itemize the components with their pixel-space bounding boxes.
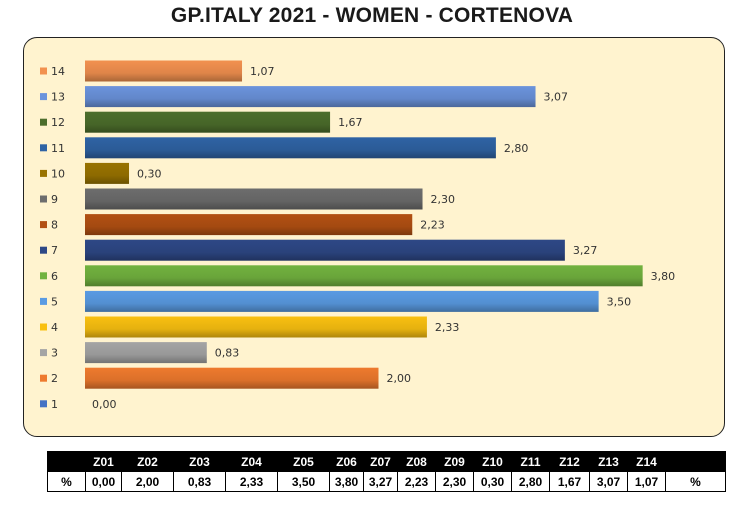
legend-label: 5 — [51, 295, 58, 308]
table-header-cell: Z07 — [363, 451, 398, 472]
table-header-cell: Z09 — [435, 451, 474, 472]
table-cell: 2,00 — [121, 471, 174, 492]
table-header-cell — [47, 451, 86, 472]
table-cell: 3,07 — [589, 471, 628, 492]
table-cell: 0,00 — [85, 471, 122, 492]
legend-marker — [40, 374, 47, 382]
table-cell: 2,33 — [225, 471, 278, 492]
table-header-cell: Z14 — [627, 451, 666, 472]
legend-label: 1 — [51, 398, 58, 411]
bar — [85, 162, 130, 184]
data-label: 0,83 — [215, 347, 240, 360]
data-label: 0,00 — [92, 398, 117, 411]
legend-marker — [40, 349, 47, 357]
table-header-cell — [665, 451, 726, 472]
legend-label: 11 — [51, 142, 65, 155]
bar — [85, 367, 379, 389]
bar — [85, 137, 496, 159]
table-header-cell: Z03 — [173, 451, 226, 472]
legend-marker — [40, 93, 47, 101]
bar — [85, 239, 565, 261]
bar — [85, 265, 643, 287]
table-header-cell: Z11 — [511, 451, 550, 472]
bar — [85, 290, 599, 312]
legend-label: 4 — [51, 321, 58, 334]
table-header-cell: Z13 — [589, 451, 628, 472]
table-header-cell: Z06 — [329, 451, 364, 472]
data-label: 2,80 — [504, 142, 529, 155]
data-label: 2,33 — [435, 321, 460, 334]
bar — [85, 188, 423, 210]
table-cell: % — [47, 471, 86, 492]
legend-marker — [40, 272, 47, 280]
data-label: 2,23 — [420, 219, 445, 232]
legend-label: 12 — [51, 116, 65, 129]
bar — [85, 60, 243, 82]
legend-marker — [40, 246, 47, 254]
chart-title: GP.ITALY 2021 - WOMEN - CORTENOVA — [170, 4, 574, 27]
table-header-cell: Z02 — [121, 451, 174, 472]
legend-marker — [40, 169, 47, 177]
data-label: 2,00 — [387, 372, 412, 385]
table-cell: 0,83 — [173, 471, 226, 492]
data-label: 3,27 — [573, 244, 598, 257]
legend-marker — [40, 195, 47, 203]
table-cell: 1,07 — [627, 471, 666, 492]
legend-label: 13 — [51, 91, 65, 104]
data-label: 3,50 — [607, 295, 632, 308]
data-label: 0,30 — [137, 167, 162, 180]
legend-label: 8 — [51, 219, 58, 232]
bar — [85, 86, 536, 108]
table-header-cell: Z12 — [549, 451, 590, 472]
table-header-cell: Z05 — [277, 451, 330, 472]
legend-label: 9 — [51, 193, 58, 206]
legend-label: 3 — [51, 347, 58, 360]
legend-label: 2 — [51, 372, 58, 385]
legend-label: 7 — [51, 244, 58, 257]
table-cell: 1,67 — [549, 471, 590, 492]
legend-marker — [40, 144, 47, 152]
legend-label: 14 — [51, 65, 65, 78]
legend-marker — [40, 118, 47, 126]
legend-label: 10 — [51, 167, 65, 180]
bar — [85, 111, 331, 133]
table-cell: % — [665, 471, 726, 492]
table-cell: 0,30 — [473, 471, 512, 492]
legend-marker — [40, 323, 47, 331]
legend-label: 6 — [51, 270, 58, 283]
legend-marker — [40, 67, 47, 75]
legend-marker — [40, 297, 47, 305]
legend-marker — [40, 221, 47, 229]
chart-panel: 14 1,07 13 3,07 12 1,67 11 2,80 10 0,30 9 2,30 8 2,23… — [23, 37, 725, 437]
data-label: 2,30 — [431, 193, 456, 206]
data-label: 3,80 — [651, 270, 676, 283]
table-cell: 2,23 — [397, 471, 436, 492]
table-header-row: Z01 Z02 Z03 Z04 Z05 Z06 Z07 Z08 Z09 Z10 … — [47, 451, 726, 472]
table-cell: 3,80 — [329, 471, 364, 492]
table-cell: 3,27 — [363, 471, 398, 492]
table-header-cell: Z01 — [85, 451, 122, 472]
bar — [85, 316, 427, 338]
table-cell: 3,50 — [277, 471, 330, 492]
table-row: % 0,00 2,00 0,83 2,33 3,50 3,80 3,27 2,2… — [47, 471, 726, 492]
bar — [85, 342, 207, 364]
table-header-cell: Z04 — [225, 451, 278, 472]
legend-marker — [40, 400, 47, 408]
data-label: 1,67 — [338, 116, 363, 129]
values-table: Z01 Z02 Z03 Z04 Z05 Z06 Z07 Z08 Z09 Z10 … — [47, 451, 726, 492]
table-header-cell: Z08 — [397, 451, 436, 472]
data-label: 3,07 — [544, 91, 569, 104]
table-cell: 2,80 — [511, 471, 550, 492]
table-cell: 2,30 — [435, 471, 474, 492]
data-label: 1,07 — [250, 65, 275, 78]
bar — [85, 214, 413, 236]
table-header-cell: Z10 — [473, 451, 512, 472]
